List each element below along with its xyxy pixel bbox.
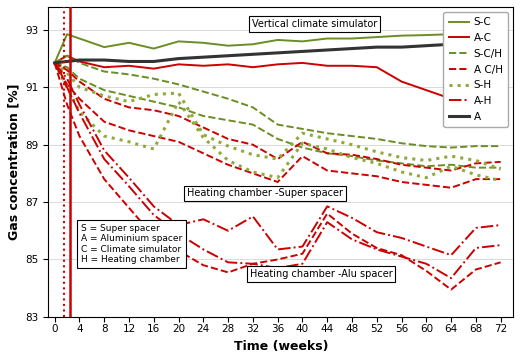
Text: Vertical climate simulator: Vertical climate simulator bbox=[252, 19, 378, 29]
Text: Heating chamber -Super spacer: Heating chamber -Super spacer bbox=[187, 189, 343, 198]
Legend: S-C, A-C, S-C/H, A C/H, S-H, A-H, A: S-C, A-C, S-C/H, A C/H, S-H, A-H, A bbox=[444, 12, 508, 127]
Text: Heating chamber -Alu spacer: Heating chamber -Alu spacer bbox=[250, 269, 393, 279]
X-axis label: Time (weeks): Time (weeks) bbox=[233, 340, 328, 353]
Text: S = Super spacer
A = Aluminium spacer
C = Climate simulator
H = Heating chamber: S = Super spacer A = Aluminium spacer C … bbox=[81, 224, 182, 264]
Y-axis label: Gas concentration [%]: Gas concentration [%] bbox=[7, 84, 20, 240]
